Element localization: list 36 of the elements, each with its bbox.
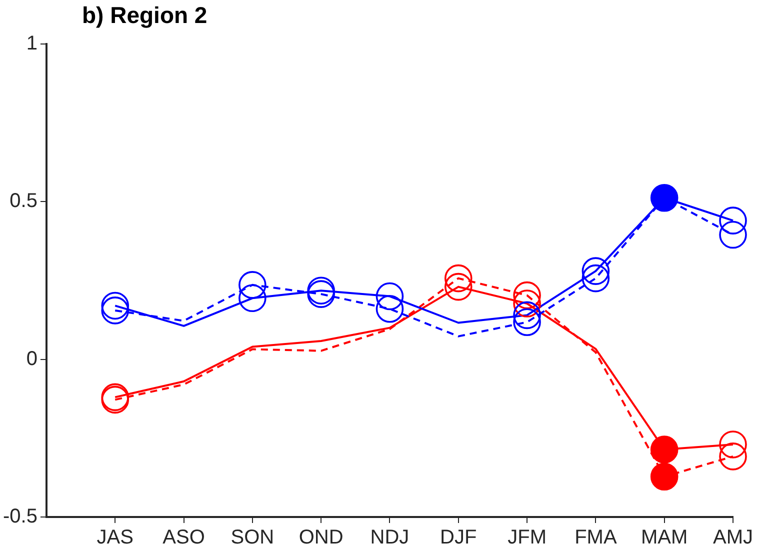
point	[101, 296, 130, 324]
point	[719, 442, 747, 470]
point	[513, 290, 541, 318]
point	[650, 184, 678, 212]
x-tick-label: OND	[298, 526, 344, 549]
point	[513, 308, 541, 336]
point	[719, 206, 747, 234]
chart-title: b) Region 2	[82, 2, 208, 29]
x-tick-label: ASO	[162, 526, 205, 549]
point	[444, 272, 472, 301]
x-tick-label: JAS	[96, 526, 134, 549]
point	[101, 292, 130, 320]
x-tick-label: MAM	[641, 526, 688, 549]
x-tick-label: DJF	[440, 526, 477, 549]
point	[650, 462, 678, 491]
point	[238, 284, 266, 312]
point	[238, 271, 266, 299]
x-tick-label: FMA	[574, 526, 618, 549]
point	[444, 264, 472, 292]
point	[582, 257, 610, 285]
x-tick-label: NDJ	[370, 526, 410, 549]
x-tick-label: JFM	[508, 526, 546, 549]
y-tick-label: -0.5	[2, 506, 38, 528]
y-tick-label: 0.5	[10, 190, 38, 212]
point	[513, 281, 541, 310]
point	[513, 301, 541, 330]
point	[650, 436, 678, 464]
y-tick-label: 1	[26, 32, 38, 55]
point	[719, 430, 747, 458]
x-tick-label: AMJ	[713, 526, 753, 549]
point	[376, 294, 404, 323]
y-tick-label: 0	[26, 348, 38, 370]
point	[719, 220, 747, 249]
x-tick-label: SON	[230, 526, 274, 549]
point	[582, 264, 610, 292]
point	[376, 282, 404, 310]
